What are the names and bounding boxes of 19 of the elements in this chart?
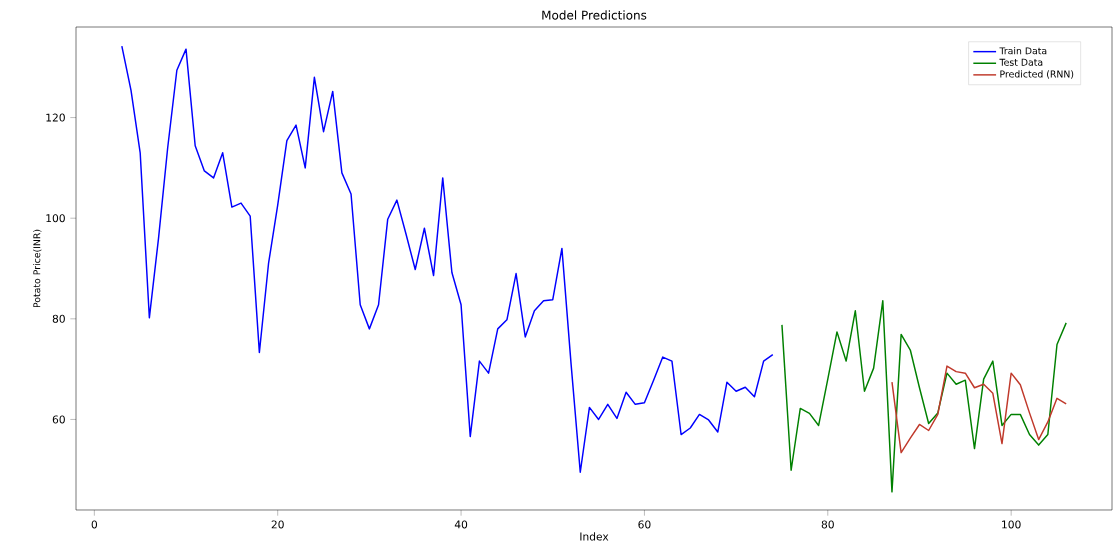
y-tick-label: 60: [52, 415, 65, 424]
line-series: [781, 299, 1067, 493]
legend-label: Test Data: [999, 58, 1043, 66]
x-axis-title: Index: [580, 532, 609, 541]
x-tick-label: 20: [271, 520, 284, 529]
legend-label: Predicted (RNN): [1000, 70, 1074, 79]
y-tick-label: 100: [46, 214, 65, 223]
y-tick-label: 80: [52, 314, 65, 323]
line-series: [891, 365, 1067, 454]
y-tick-label: 120: [46, 113, 65, 122]
y-axis-title: Potato Price(INR): [33, 229, 42, 308]
x-tick-label: 0: [91, 520, 98, 529]
chart-title: Model Predictions: [542, 10, 647, 20]
x-tick-label: 40: [454, 520, 468, 529]
line-series: [121, 45, 774, 474]
x-tick-label: 60: [638, 520, 651, 529]
x-tick-label: 100: [1002, 520, 1021, 529]
x-tick-label: 80: [821, 520, 834, 529]
legend-label: Train Data: [999, 47, 1047, 55]
